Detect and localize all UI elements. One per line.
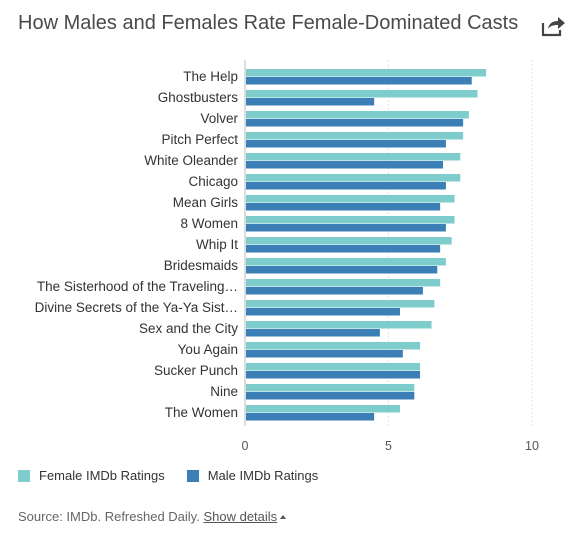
female-rating-bar[interactable] xyxy=(246,132,464,140)
female-rating-bar[interactable] xyxy=(246,195,455,203)
legend-item-female[interactable]: Female IMDb Ratings xyxy=(18,468,165,483)
male-rating-bar[interactable] xyxy=(246,392,415,400)
male-rating-bar[interactable] xyxy=(246,371,421,379)
legend-item-male[interactable]: Male IMDb Ratings xyxy=(186,468,319,483)
chart-title: How Males and Females Rate Female-Domina… xyxy=(18,12,519,34)
category-label: Sucker Punch xyxy=(154,363,238,378)
legend-label-female: Female IMDb Ratings xyxy=(39,468,165,483)
category-label: White Oleander xyxy=(144,153,238,168)
male-rating-bar[interactable] xyxy=(246,77,472,85)
legend-swatch-male xyxy=(186,469,199,482)
male-rating-bar[interactable] xyxy=(246,224,446,232)
female-rating-bar[interactable] xyxy=(246,279,441,287)
female-rating-bar[interactable] xyxy=(246,174,461,182)
x-tick-label: 5 xyxy=(385,439,392,453)
male-rating-bar[interactable] xyxy=(246,245,441,253)
category-label: Chicago xyxy=(188,174,238,189)
category-label: Ghostbusters xyxy=(158,90,239,105)
female-rating-bar[interactable] xyxy=(246,342,421,350)
female-rating-bar[interactable] xyxy=(246,237,452,245)
male-rating-bar[interactable] xyxy=(246,329,380,337)
category-label: Whip It xyxy=(196,237,238,252)
female-rating-bar[interactable] xyxy=(246,153,461,161)
category-label: Nine xyxy=(210,384,238,399)
female-rating-bar[interactable] xyxy=(246,300,435,308)
male-rating-bar[interactable] xyxy=(246,308,400,316)
category-label: Volver xyxy=(200,111,238,126)
category-label: The Sisterhood of the Traveling… xyxy=(37,279,238,294)
show-details-label: Show details xyxy=(203,509,278,524)
male-rating-bar[interactable] xyxy=(246,119,464,127)
show-details-link[interactable]: Show details xyxy=(203,509,287,524)
female-rating-bar[interactable] xyxy=(246,384,415,392)
female-rating-bar[interactable] xyxy=(246,321,432,329)
legend-label-male: Male IMDb Ratings xyxy=(207,468,319,483)
male-rating-bar[interactable] xyxy=(246,161,444,169)
female-rating-bar[interactable] xyxy=(246,111,469,119)
category-label: You Again xyxy=(178,342,238,357)
source-text: Source: IMDb. Refreshed Daily. xyxy=(18,509,200,524)
bar-chart: 0 5 10 The Help Ghostbusters Volver Pitch Perf… xyxy=(35,60,539,453)
male-rating-bar[interactable] xyxy=(246,350,403,358)
category-label: Sex and the City xyxy=(139,321,238,336)
male-rating-bar[interactable] xyxy=(246,140,446,148)
female-rating-bar[interactable] xyxy=(246,405,400,413)
male-rating-bar[interactable] xyxy=(246,182,446,190)
x-tick-label: 10 xyxy=(525,439,539,453)
male-rating-bar[interactable] xyxy=(246,266,438,274)
female-rating-bar[interactable] xyxy=(246,216,455,224)
x-tick-label: 0 xyxy=(242,439,249,453)
female-rating-bar[interactable] xyxy=(246,258,446,266)
female-rating-bar[interactable] xyxy=(246,363,421,371)
caret-up-icon xyxy=(280,515,287,519)
legend: Female IMDb Ratings Male IMDb Ratings xyxy=(18,468,340,483)
category-label: Pitch Perfect xyxy=(161,132,238,147)
male-rating-bar[interactable] xyxy=(246,203,441,211)
male-rating-bar[interactable] xyxy=(246,413,375,421)
legend-swatch-female xyxy=(18,469,30,482)
female-rating-bar[interactable] xyxy=(246,90,478,98)
share-icon[interactable] xyxy=(540,14,566,38)
male-rating-bar[interactable] xyxy=(246,98,375,106)
category-label: Mean Girls xyxy=(173,195,239,210)
female-rating-bar[interactable] xyxy=(246,69,487,77)
category-label: Bridesmaids xyxy=(164,258,239,273)
category-label: The Help xyxy=(183,69,238,84)
category-label: 8 Women xyxy=(180,216,238,231)
category-label: Divine Secrets of the Ya-Ya Sist… xyxy=(35,300,238,315)
male-rating-bar[interactable] xyxy=(246,287,423,295)
source-footer: Source: IMDb. Refreshed Daily. Show deta… xyxy=(18,509,287,524)
category-label: The Women xyxy=(165,405,238,420)
